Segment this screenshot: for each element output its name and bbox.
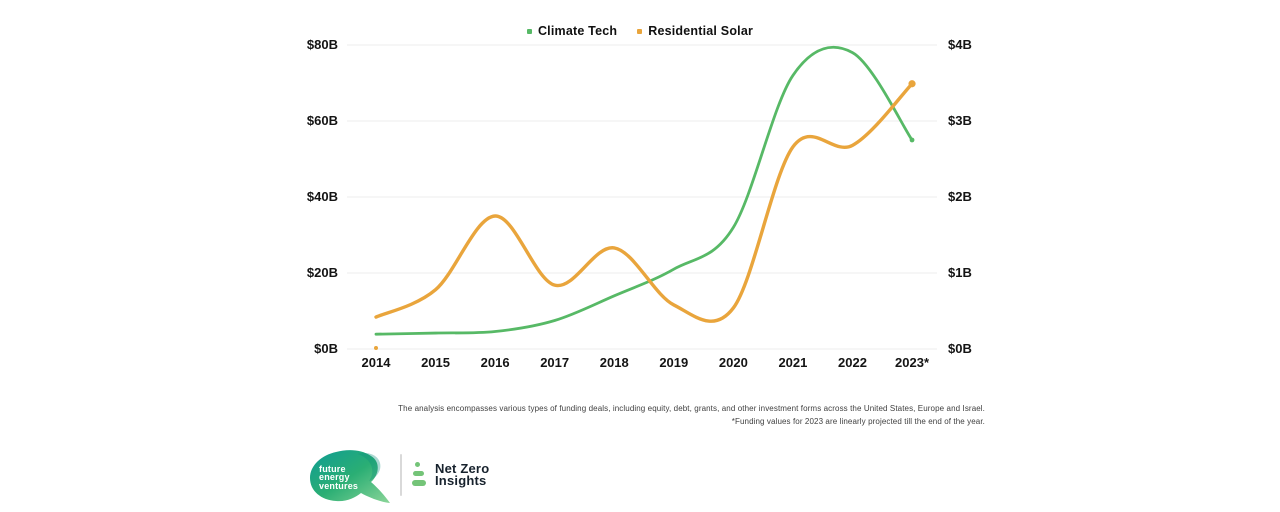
fev-word-energy: energy [319,472,350,482]
fev-logo-text: future energy ventures [319,463,359,491]
brand-divider [400,454,402,496]
residential-solar-2014-baseline-dot [374,346,378,350]
net-zero-insights-wordmark: Net Zero Insights [435,461,490,488]
climate-tech-line [374,45,914,336]
fev-word-ventures: ventures [319,480,359,491]
net-zero-insights-icon [412,462,428,488]
x-axis-label: 2016 [480,355,510,370]
legend-item-climate-tech[interactable]: Climate Tech [526,24,618,38]
legend-item-residential-solar[interactable]: Residential Solar [637,24,753,38]
x-axis-label: 2022 [838,355,867,370]
residential-solar-endpoint-dot [908,80,916,88]
nzi-dash-icon [413,471,424,476]
y-axis-label-left: $40B [306,189,338,204]
y-axis-label-right: $3B [948,113,972,128]
x-axis-label: 2021 [778,355,808,370]
fev-word-future: future [319,463,346,474]
x-axis-label: 2023* [895,355,930,370]
x-axis-label: 2019 [659,355,689,370]
nzi-wide-dash-icon [412,480,426,486]
legend-swatch-residential-solar-icon [637,29,643,34]
y-axis-label-right: $1B [948,265,972,280]
x-axis-label: 2017 [540,355,570,370]
x-axis-label: 2014 [361,355,391,370]
y-axis-label-left: $60B [306,113,338,128]
fev-blob-icon [310,449,390,503]
y-axis-label-right: $4B [948,37,972,52]
y-axis-label-left: $0B [314,341,338,356]
y-axis-label-right: $2B [948,189,972,204]
footnote-line-2: *Funding values for 2023 are linearly pr… [731,417,985,426]
footer-branding: future energy ventures Net Zero Insights [306,446,489,504]
y-axis-label-right: $0B [948,341,972,356]
x-axis-label: 2015 [421,355,450,370]
future-energy-ventures-logo: future energy ventures [306,447,392,504]
climate-tech-endpoint-dot [909,137,915,143]
nzi-word-netzero: Net Zero [435,461,490,476]
nzi-word-insights: Insights [435,473,487,488]
legend-label-residential-solar: Residential Solar [648,24,754,38]
footnotes: The analysis encompasses various types o… [398,402,985,428]
x-axis-label: 2020 [718,355,748,370]
footnote-line-1: The analysis encompasses various types o… [398,404,985,413]
legend-label-climate-tech: Climate Tech [537,24,618,38]
y-axis-label-left: $80B [306,37,338,52]
net-zero-insights-logo: Net Zero Insights [412,462,489,488]
y-axis-label-left: $20B [306,265,338,280]
x-axis-label: 2018 [599,355,629,370]
nzi-dot-icon [415,462,420,467]
chart-legend: Climate Tech Residential Solar [0,24,1280,38]
legend-swatch-climate-tech-icon [526,29,532,34]
residential-solar-line [374,82,914,323]
